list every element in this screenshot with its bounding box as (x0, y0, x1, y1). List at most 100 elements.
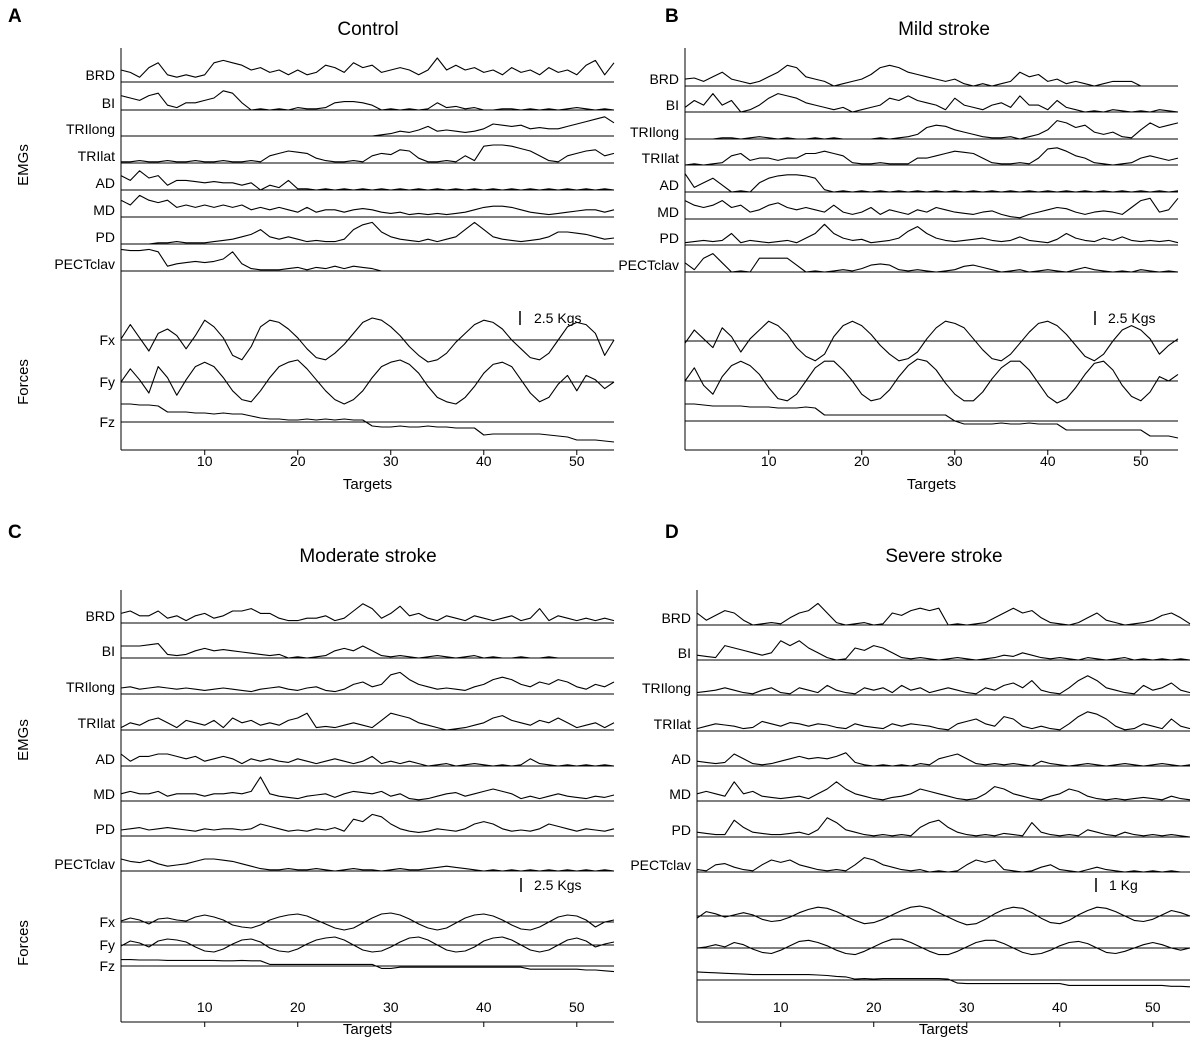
panel-b-label-pd: PD (660, 230, 679, 246)
panel-b-x-axis-label: Targets (907, 476, 956, 493)
panel-d-x-tick-label: 30 (959, 999, 975, 1015)
panel-d-trace-ad (696, 752, 1191, 767)
panel-b-trace-fz (685, 403, 1179, 439)
panel-c-trace-fy (120, 936, 615, 953)
panel-d-trace-fz (696, 971, 1191, 988)
panel-d-label-trilong: TRIlong (642, 680, 691, 696)
panel-a-letter: A (8, 6, 22, 27)
panel-d-trace-trilong (696, 675, 1191, 695)
panel-d-x-tick-label: 50 (1145, 999, 1161, 1015)
panel-c-label-brd: BRD (85, 608, 115, 624)
panel-b-letter: B (665, 6, 679, 27)
panel-c-trace-fx (120, 912, 615, 931)
panel-d-trace-brd (696, 602, 1191, 626)
panel-b-label-trilat: TRIlat (642, 150, 679, 166)
panel-d-label-bi: BI (678, 645, 691, 661)
panel-a-label-pd: PD (96, 229, 115, 245)
panel-a-label-ad: AD (96, 175, 115, 191)
panel-a-x-tick-label: 40 (476, 453, 492, 469)
panel-b-scale-bar-label: 2.5 Kgs (1108, 310, 1155, 326)
panel-d-label-pectclav: PECTclav (630, 857, 691, 873)
panel-c-trace-brd (120, 603, 615, 622)
panel-d-x-tick-label: 40 (1052, 999, 1068, 1015)
panel-a-label-md: MD (93, 202, 115, 218)
panel-c-trace-pd (120, 813, 615, 833)
panel-a-label-fy: Fy (99, 374, 115, 390)
panel-b-trace-brd (684, 64, 1178, 87)
panel-a-emg-group-label: EMGs (15, 144, 32, 186)
panel-a-label-fx: Fx (99, 332, 115, 348)
panel-a-trace-trilong (121, 116, 615, 137)
panel-d-letter: D (665, 522, 679, 543)
panel-a-label-trilat: TRIlat (78, 148, 115, 164)
panel-d-x-tick-label: 20 (866, 999, 882, 1015)
panel-a-trace-fz (121, 403, 615, 443)
panel-d-trace-pectclav (696, 857, 1190, 873)
panel-c-x-axis-label: Targets (343, 1021, 392, 1038)
panel-c-label-md: MD (93, 786, 115, 802)
panel-c-label-fy: Fy (99, 937, 115, 953)
panel-c-label-pd: PD (96, 821, 115, 837)
panel-c-x-tick-label: 20 (290, 999, 306, 1015)
panel-a-force-group-label: Forces (15, 359, 32, 405)
panel-b-label-trilong: TRIlong (630, 124, 679, 140)
panel-b-trace-pectclav (684, 253, 1179, 273)
panel-b-x-tick-label: 40 (1040, 453, 1056, 469)
panel-c-letter: C (8, 522, 22, 543)
panel-d-trace-md (696, 781, 1191, 801)
panel-a-x-tick-label: 20 (290, 453, 306, 469)
panel-a-label-fz: Fz (99, 414, 115, 430)
panel-b-trace-ad (684, 173, 1179, 193)
panel-c-trace-bi (121, 643, 614, 659)
panel-c-trace-md (120, 776, 615, 801)
panel-a-label-pectclav: PECTclav (54, 256, 115, 272)
panel-d-trace-pd (696, 817, 1191, 838)
panel-c-trace-trilat (120, 712, 615, 731)
panel-d-trace-trilat (696, 711, 1191, 731)
panel-d-label-pd: PD (672, 822, 691, 838)
panel-a-trace-fy (120, 359, 615, 405)
panel-d-label-brd: BRD (661, 610, 691, 626)
panel-a-label-brd: BRD (85, 67, 115, 83)
panel-c-x-tick-label: 50 (569, 999, 585, 1015)
panel-b-label-pectclav: PECTclav (618, 257, 679, 273)
panel-d-scale-bar-label: 1 Kg (1109, 877, 1138, 893)
panel-a-scale-bar-label: 2.5 Kgs (534, 310, 581, 326)
panel-c-label-fz: Fz (99, 958, 115, 974)
panel-b-trace-bi (684, 93, 1179, 113)
panel-d-x-tick-label: 10 (773, 999, 789, 1015)
panel-d-trace-fx (696, 905, 1191, 926)
panel-a-trace-trilat (121, 144, 615, 163)
panel-b-trace-pd (684, 223, 1179, 244)
panel-a-x-axis-label: Targets (343, 476, 392, 493)
panel-b-trace-trilong (685, 120, 1179, 140)
panel-c-x-tick-label: 40 (476, 999, 492, 1015)
panel-c-force-group-label: Forces (15, 920, 32, 966)
panel-b-trace-fy (684, 358, 1179, 404)
panel-a-title: Control (337, 19, 398, 40)
panel-b-trace-md (684, 197, 1179, 219)
panel-b-x-tick-label: 10 (761, 453, 777, 469)
panel-a-x-tick-label: 30 (383, 453, 399, 469)
panel-c-emg-group-label: EMGs (15, 719, 32, 761)
panel-b-label-bi: BI (666, 97, 679, 113)
panel-a-trace-fx (120, 317, 615, 363)
panel-b-trace-trilat (684, 147, 1179, 166)
panel-b-trace-fx (684, 320, 1179, 362)
panel-b-label-md: MD (657, 204, 679, 220)
panel-c-trace-fz (121, 959, 615, 973)
panel-c-label-ad: AD (96, 751, 115, 767)
panel-c-trace-pectclav (120, 858, 615, 872)
panel-d-label-trilat: TRIlat (654, 716, 691, 732)
panel-b-x-tick-label: 30 (947, 453, 963, 469)
panel-d-label-md: MD (669, 786, 691, 802)
panel-c-label-fx: Fx (99, 914, 115, 930)
panel-c-title: Moderate stroke (299, 546, 436, 567)
panel-a-trace-bi (120, 90, 615, 111)
panel-d-title: Severe stroke (885, 546, 1002, 567)
panel-c-x-tick-label: 30 (383, 999, 399, 1015)
panel-a-label-trilong: TRIlong (66, 121, 115, 137)
panel-c-label-trilat: TRIlat (78, 715, 115, 731)
panel-d-trace-bi (696, 640, 1191, 661)
